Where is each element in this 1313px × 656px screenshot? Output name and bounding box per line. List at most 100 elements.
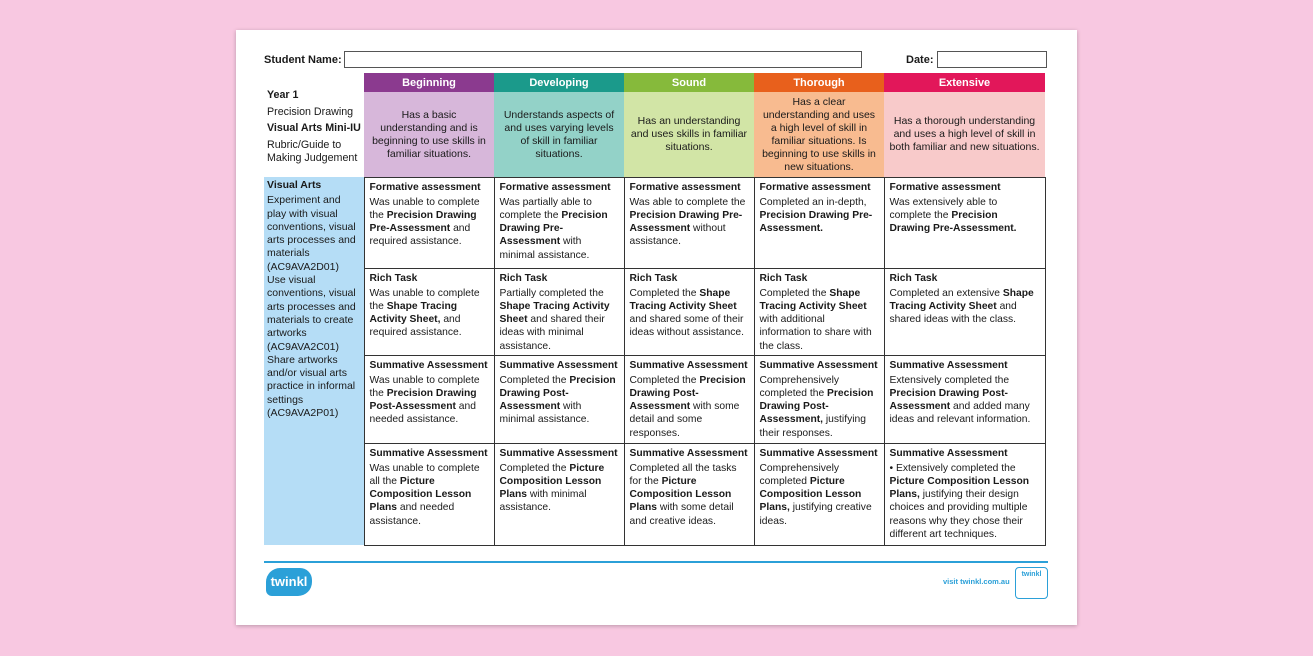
text-run: Was unable to complete the xyxy=(369,196,480,221)
text-run: Picture Composition Lesson Plans xyxy=(629,475,732,514)
cell-heading: Summative Assessment xyxy=(499,447,618,459)
logo[interactable]: twinkl xyxy=(266,568,312,596)
cell-text: Was extensively able to complete the Pre… xyxy=(890,196,1040,236)
rubric-cell: Formative assessment Was unable to comple… xyxy=(363,176,495,269)
text-run: Completed the xyxy=(499,374,570,386)
rubric-cell: Summative Assessment Comprehensively comp… xyxy=(753,354,885,444)
text-run: Was unable to complete all the xyxy=(369,462,480,487)
rubric-cell: Summative Assessment Completed the Precis… xyxy=(623,354,755,444)
rubric-cell: Summative Assessment Was unable to comple… xyxy=(363,354,495,444)
footer-url[interactable]: visit twinkl.com.au xyxy=(943,577,1010,586)
level-description: Has a basic understanding and is beginni… xyxy=(364,92,494,177)
rubric-cell: Summative Assessment Extensively complete… xyxy=(883,354,1046,444)
text-run: Was partially able to complete the xyxy=(499,196,592,221)
text-run: Precision Drawing Post-Assessment xyxy=(629,374,746,413)
subtitle: Rubric/Guide to Making Judgement xyxy=(267,138,358,165)
rubric-cell: Formative assessment Was extensively able… xyxy=(883,176,1046,269)
level-description: Has a clear understanding and uses a hig… xyxy=(754,92,884,177)
cell-heading: Summative Assessment xyxy=(759,447,878,459)
cell-text: Completed all the tasks for the Picture … xyxy=(630,462,749,528)
text-run: and shared their ideas with minimal assi… xyxy=(499,314,605,352)
text-run: justifying their responses. xyxy=(759,414,866,439)
text-run: Shape Tracing Activity Sheet xyxy=(889,287,1034,312)
cell-text: Completed the Precision Drawing Post-Ass… xyxy=(630,374,749,440)
rubric-cell: Summative Assessment Completed the Precis… xyxy=(493,354,625,444)
rubric-cell: Summative Assessment Completed all the ta… xyxy=(623,442,755,546)
cell-text: Partially completed the Shape Tracing Ac… xyxy=(500,287,619,353)
text-run: Shape Tracing Activity Sheet xyxy=(759,287,867,312)
cell-text: • Extensively completed the Picture Comp… xyxy=(890,462,1040,541)
topic: Precision Drawing xyxy=(267,105,354,118)
text-run: Was unable to complete the xyxy=(369,374,480,399)
text-run: Precision Drawing Pre-Assessment. xyxy=(759,209,873,235)
curriculum-title: Visual Arts xyxy=(267,179,322,191)
cell-heading: Summative Assessment xyxy=(889,447,1008,459)
cell-text: Completed an in-depth, Precision Drawing… xyxy=(760,196,879,236)
cell-heading: Rich Task xyxy=(369,272,418,284)
footer-rule xyxy=(264,561,1048,563)
level-heading: Sound xyxy=(624,73,754,92)
level-description: Has an understanding and uses skills in … xyxy=(624,92,754,177)
date-field[interactable] xyxy=(937,51,1047,68)
rubric-cell: Formative assessment Was partially able t… xyxy=(493,176,625,269)
text-run: and added many ideas and relevant inform… xyxy=(889,401,1031,426)
text-run: Shape Tracing Activity Sheet, xyxy=(369,300,458,326)
rubric-cell: Summative Assessment Completed the Pictur… xyxy=(493,442,625,546)
text-run: Precision Drawing Post-Assessment xyxy=(889,387,1008,413)
text-run: Precision Drawing Post-Assessment xyxy=(369,387,477,413)
unit: Visual Arts Mini-IU xyxy=(267,122,361,134)
text-run: with minimal assistance. xyxy=(499,236,590,261)
text-run: Picture Composition Lesson Plans, xyxy=(889,475,1030,501)
curriculum-item: Use visual conventions, visual arts proc… xyxy=(267,274,356,353)
level-description: Has a thorough understanding and uses a … xyxy=(884,92,1045,177)
cell-text: Was unable to complete the Shape Tracing… xyxy=(370,287,489,340)
rubric-cell: Formative assessment Was able to complete… xyxy=(623,176,755,269)
student-name-field[interactable] xyxy=(344,51,862,68)
text-run: with some detail and creative ideas. xyxy=(629,502,734,527)
cell-heading: Summative Assessment xyxy=(369,447,488,459)
text-run: Partially completed the xyxy=(499,287,604,299)
text-run: Picture Composition Lesson Plans xyxy=(499,462,605,501)
cell-text: Completed the Picture Composition Lesson… xyxy=(500,462,619,515)
cell-heading: Rich Task xyxy=(759,272,808,284)
cell-text: Was able to complete the Precision Drawi… xyxy=(630,196,749,249)
text-run: Precision Drawing Pre-Assessment xyxy=(629,209,743,235)
curriculum: Visual Arts Experiment and play with vis… xyxy=(264,177,364,545)
cell-heading: Formative assessment xyxy=(889,181,1001,193)
text-run: Shape Tracing Activity Sheet xyxy=(499,300,610,326)
level-description: Understands aspects of and uses varying … xyxy=(494,92,624,177)
text-run: Completed the xyxy=(629,287,700,299)
text-run: with additional information to share wit… xyxy=(759,314,872,352)
cell-heading: Summative Assessment xyxy=(629,447,748,459)
cell-text: Was unable to complete the Precision Dra… xyxy=(370,196,489,249)
cell-heading: Formative assessment xyxy=(369,181,481,193)
text-run: Completed the xyxy=(759,287,830,299)
level-heading: Developing xyxy=(494,73,624,92)
text-run: and needed assistance. xyxy=(369,502,455,527)
text-run: Precision Drawing Pre-Assessment xyxy=(499,209,608,248)
cell-text: Completed the Shape Tracing Activity She… xyxy=(760,287,879,353)
rubric-cell: Summative Assessment Comprehensively comp… xyxy=(753,442,885,546)
text-run: Shape Tracing Activity Sheet xyxy=(629,287,737,312)
cell-text: Extensively completed the Precision Draw… xyxy=(890,374,1040,427)
cell-text: Was partially able to complete the Preci… xyxy=(500,196,619,262)
cell-text: Completed the Precision Drawing Post-Ass… xyxy=(500,374,619,427)
cell-heading: Summative Assessment xyxy=(889,359,1008,371)
cell-text: Was unable to complete all the Picture C… xyxy=(370,462,489,528)
rubric-cell: Formative assessment Completed an in-dept… xyxy=(753,176,885,269)
rubric-cell: Summative Assessment Was unable to comple… xyxy=(363,442,495,546)
student-name-label: Student Name: xyxy=(264,54,342,66)
cell-heading: Summative Assessment xyxy=(369,359,488,371)
rubric-cell: Rich Task Completed the Shape Tracing Act… xyxy=(623,267,755,356)
curriculum-item: Experiment and play with visual conventi… xyxy=(267,194,356,273)
text-run: Extensively completed the xyxy=(889,374,1010,386)
rubric-cell: Rich Task Completed the Shape Tracing Act… xyxy=(753,267,885,356)
level-heading: Beginning xyxy=(364,73,494,92)
cell-text: Was unable to complete the Precision Dra… xyxy=(370,374,489,427)
cell-text: Completed an extensive Shape Tracing Act… xyxy=(890,287,1040,327)
text-run: Completed an in-depth, xyxy=(759,196,867,208)
text-run: and shared ideas with the class. xyxy=(889,300,1017,326)
text-run: and required assistance. xyxy=(369,223,471,248)
text-run: Picture Composition Lesson Plans xyxy=(369,475,472,514)
